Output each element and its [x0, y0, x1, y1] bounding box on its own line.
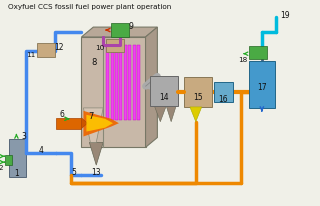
Bar — [184, 78, 212, 107]
Text: 2: 2 — [0, 164, 4, 170]
Polygon shape — [82, 28, 157, 38]
Text: 17: 17 — [257, 82, 267, 91]
Polygon shape — [155, 107, 166, 122]
Text: Oxyfuel CCS fossil fuel power plant operation: Oxyfuel CCS fossil fuel power plant oper… — [8, 4, 171, 10]
Text: 19: 19 — [281, 11, 290, 20]
Bar — [9, 140, 26, 177]
Polygon shape — [190, 107, 202, 122]
Text: 11: 11 — [26, 52, 35, 57]
Polygon shape — [82, 118, 87, 129]
Text: 1: 1 — [14, 169, 19, 178]
Bar — [111, 24, 129, 38]
Polygon shape — [166, 107, 176, 122]
Bar — [106, 40, 124, 53]
Bar — [37, 44, 55, 57]
Bar — [56, 118, 82, 129]
Text: 4: 4 — [39, 145, 44, 154]
Bar — [106, 46, 109, 120]
Bar — [213, 83, 233, 103]
Bar — [137, 46, 140, 120]
Bar — [119, 46, 122, 120]
Polygon shape — [86, 115, 113, 132]
Text: 8: 8 — [92, 58, 97, 67]
Text: 15: 15 — [193, 92, 203, 101]
Polygon shape — [84, 108, 103, 143]
Text: 10: 10 — [95, 44, 104, 50]
Bar — [82, 38, 146, 148]
Polygon shape — [146, 28, 157, 148]
Text: 9: 9 — [129, 21, 134, 30]
Bar — [128, 46, 131, 120]
Bar — [115, 46, 118, 120]
Text: 6: 6 — [59, 110, 64, 119]
Bar — [249, 61, 275, 108]
Text: 7: 7 — [89, 112, 94, 121]
Bar — [4, 156, 12, 165]
Text: 3: 3 — [21, 131, 26, 140]
Bar — [124, 46, 127, 120]
Text: 12: 12 — [54, 43, 64, 52]
Bar — [150, 77, 178, 107]
Text: 13: 13 — [92, 167, 101, 176]
Polygon shape — [89, 143, 103, 165]
Text: 5: 5 — [71, 167, 76, 176]
Text: 18: 18 — [238, 56, 247, 62]
Bar — [249, 47, 267, 59]
Polygon shape — [84, 111, 119, 137]
Text: 14: 14 — [159, 92, 169, 101]
Text: 16: 16 — [219, 94, 228, 103]
Bar — [110, 46, 114, 120]
Bar — [133, 46, 136, 120]
